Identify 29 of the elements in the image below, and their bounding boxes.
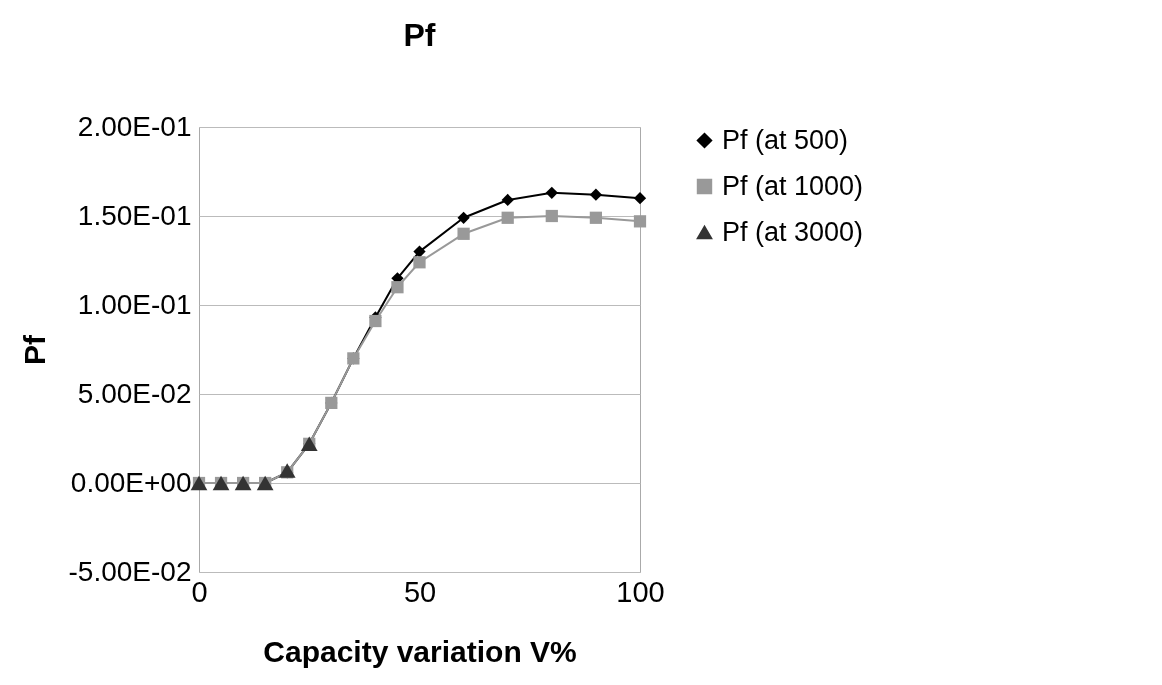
x-tick-label: 50: [403, 575, 437, 608]
x-tick-label: 100: [616, 575, 665, 608]
point: [501, 193, 514, 207]
chart-title: Pf: [403, 17, 436, 53]
point: [457, 227, 470, 240]
point: [501, 211, 514, 224]
legend-label: Pf (at 500): [722, 124, 849, 155]
point: [545, 186, 558, 199]
point: [589, 211, 603, 224]
point: [633, 215, 647, 228]
y-tick-label: 5.00E-02: [77, 377, 192, 409]
y-tick-label: 1.50E-01: [77, 199, 192, 231]
point: [589, 188, 603, 201]
point: [391, 281, 404, 294]
y-tick-label: 2.00E-01: [77, 110, 192, 142]
y-tick-label: -5.00E-02: [68, 555, 192, 587]
y-tick-label: 1.00E-01: [77, 288, 192, 320]
y-tick-label: 0.00E+00: [70, 466, 192, 498]
point: [413, 256, 426, 269]
x-tick-label: 0: [191, 575, 208, 608]
legend-label: Pf (at 1000): [722, 170, 864, 201]
y-axis-title: Pf: [17, 333, 51, 365]
point: [633, 192, 647, 205]
point: [457, 211, 470, 224]
point: [369, 314, 382, 328]
legend-label: Pf (at 3000): [722, 216, 864, 247]
point: [413, 245, 426, 258]
x-axis-title: Capacity variation V%: [263, 634, 577, 668]
point: [545, 209, 558, 223]
